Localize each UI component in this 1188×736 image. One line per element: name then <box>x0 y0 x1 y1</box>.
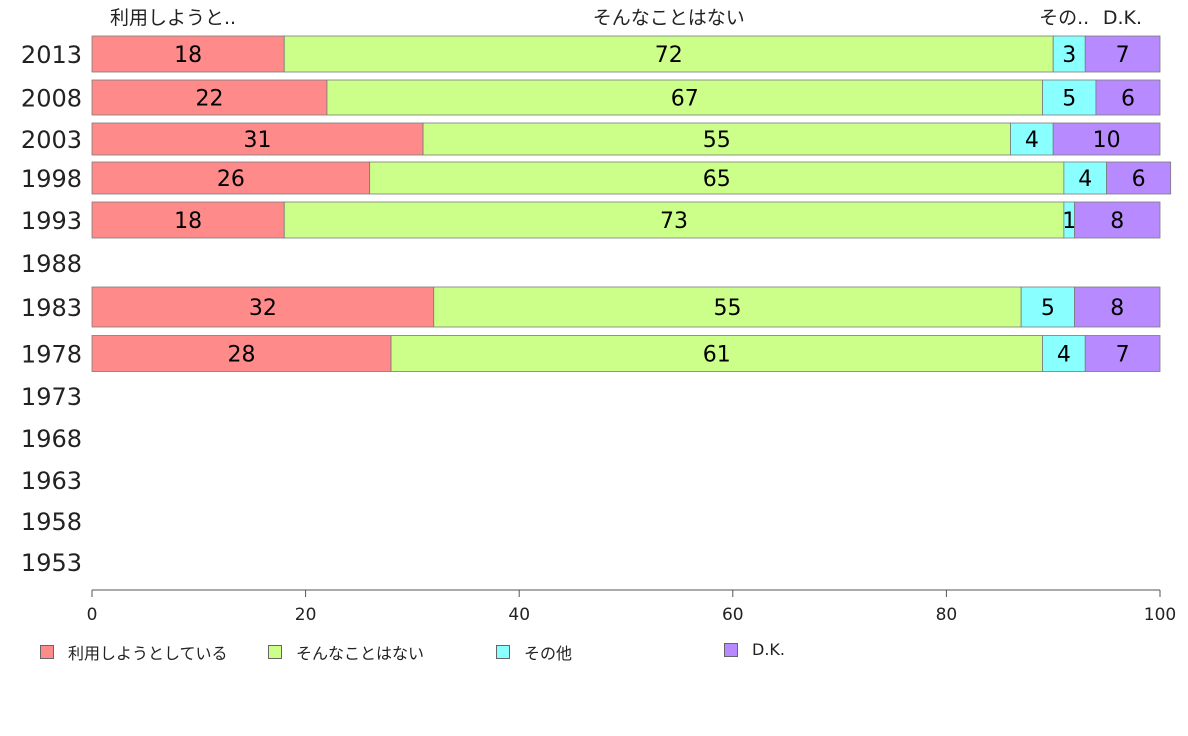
x-tick-label: 60 <box>722 605 744 625</box>
bar-value-label: 73 <box>660 209 688 234</box>
bar-value-label: 28 <box>228 343 256 368</box>
bar-segment <box>1095 79 1161 116</box>
bar-value-label: 8 <box>1110 209 1124 234</box>
legend-swatch <box>724 642 738 657</box>
bar-segment <box>1052 35 1086 73</box>
year-label: 2003 <box>21 126 82 154</box>
x-tick-label: 40 <box>508 605 530 625</box>
year-label: 1983 <box>21 294 82 322</box>
bar-value-label: 32 <box>249 296 277 321</box>
bar-value-label: 5 <box>1062 87 1076 112</box>
bar-value-label: 55 <box>703 128 731 153</box>
legend: 利用しようとしている そんなことはない その他 D.K. <box>40 640 1140 670</box>
bar-value-label: 5 <box>1041 296 1055 321</box>
bar-segment <box>91 35 285 73</box>
bar-segment <box>1052 122 1161 156</box>
bar-segment <box>422 122 1011 156</box>
legend-swatch <box>496 645 510 659</box>
legend-item-riyou: 利用しようとしている <box>40 640 228 664</box>
x-tick-label: 80 <box>936 605 958 625</box>
year-label: 2008 <box>21 85 82 113</box>
legend-item-sonota: その他 <box>496 640 572 664</box>
legend-swatch <box>268 645 282 659</box>
year-label: 1953 <box>21 549 82 577</box>
bar-value-label: 22 <box>195 87 223 112</box>
series-top-label: その.. <box>1039 7 1089 29</box>
x-tick-label: 100 <box>1144 605 1176 625</box>
year-label: 1998 <box>21 165 82 193</box>
legend-label: その他 <box>524 644 573 663</box>
year-label: 1973 <box>21 383 82 411</box>
year-label: 1958 <box>21 508 82 536</box>
bar-segment <box>1020 286 1075 328</box>
bar-value-label: 55 <box>713 296 741 321</box>
year-label: 1993 <box>21 207 82 235</box>
bar-value-label: 4 <box>1025 128 1039 153</box>
bar-segment <box>91 335 392 372</box>
bar-value-label: 1 <box>1062 209 1076 234</box>
bar-value-label: 7 <box>1116 43 1130 68</box>
bar-segment <box>1106 161 1172 195</box>
bar-value-label: 7 <box>1116 343 1130 368</box>
bar-value-label: 4 <box>1078 167 1092 192</box>
bar-segment <box>1084 35 1161 73</box>
x-axis: 0 20 40 60 80 100 <box>87 589 1176 625</box>
bar-value-label: 26 <box>217 167 245 192</box>
series-top-label: D.K. <box>1103 7 1142 29</box>
bar-value-label: 67 <box>671 87 699 112</box>
legend-item-dk: D.K. <box>724 640 785 659</box>
stacked-bar-chart: 利用しようと.. そんなことはない その.. D.K. 201320082003199… <box>21 7 1176 625</box>
top-series-labels: 利用しようと.. そんなことはない その.. D.K. <box>110 7 1142 29</box>
bar-segment <box>326 79 1043 116</box>
legend-label: 利用しようとしている <box>68 644 228 663</box>
legend-label: D.K. <box>752 640 785 659</box>
bar-segment <box>91 79 328 116</box>
bar-segment <box>1074 201 1161 239</box>
year-axis-labels: 2013 2008 2003 1998 1993 1988 1983 1978 1973 1968… <box>21 41 82 577</box>
bar-segment <box>1084 335 1161 372</box>
legend-label: そんなことはない <box>296 644 425 663</box>
bar-value-label: 18 <box>174 43 202 68</box>
year-label: 2013 <box>21 41 82 69</box>
bar-value-label: 10 <box>1093 128 1121 153</box>
year-label: 1968 <box>21 425 82 453</box>
bar-segment <box>91 122 424 156</box>
bar-segment <box>369 161 1065 195</box>
bar-value-label: 61 <box>703 343 731 368</box>
bar-value-label: 8 <box>1110 296 1124 321</box>
x-tick-label: 0 <box>87 605 98 625</box>
x-tick-label: 20 <box>295 605 317 625</box>
legend-swatch <box>40 645 54 659</box>
bar-segment <box>1042 79 1097 116</box>
year-label: 1978 <box>21 341 82 369</box>
bar-segment <box>1074 286 1161 328</box>
bar-value-label: 4 <box>1057 343 1071 368</box>
series-top-label: 利用しようと.. <box>110 7 236 29</box>
bar-segment <box>390 335 1043 372</box>
year-label: 1963 <box>21 467 82 495</box>
bar-value-label: 6 <box>1132 167 1146 192</box>
year-label: 1988 <box>21 250 82 278</box>
bar-value-label: 18 <box>174 209 202 234</box>
bar-value-label: 6 <box>1121 87 1135 112</box>
legend-item-sonna: そんなことはない <box>268 640 424 664</box>
bar-segment <box>283 35 1054 73</box>
bar-value-label: 72 <box>655 43 683 68</box>
bar-segment <box>283 201 1065 239</box>
bar-segment <box>91 161 371 195</box>
bar-value-label: 31 <box>244 128 272 153</box>
bar-value-label: 65 <box>703 167 731 192</box>
bar-segment <box>91 201 285 239</box>
series-top-label: そんなことはない <box>593 7 745 29</box>
bar-value-label: 3 <box>1062 43 1076 68</box>
